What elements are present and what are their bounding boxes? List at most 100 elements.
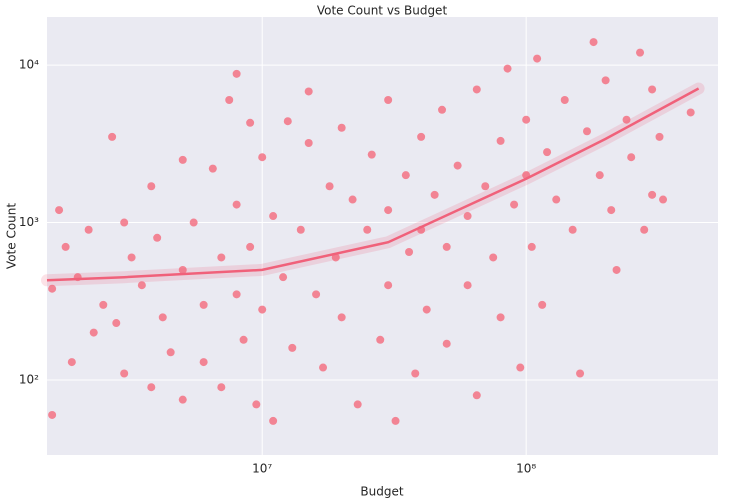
- scatter-point: [543, 148, 552, 157]
- scatter-point: [627, 153, 636, 162]
- scatter-point: [232, 69, 241, 78]
- scatter-point: [232, 200, 241, 209]
- scatter-point: [411, 369, 420, 378]
- scatter-point: [258, 305, 267, 314]
- scatter-point: [552, 195, 561, 204]
- scatter-point: [217, 253, 226, 262]
- scatter-point: [686, 108, 695, 117]
- scatter-point: [137, 281, 146, 290]
- scatter-point: [61, 242, 70, 251]
- scatter-point: [648, 85, 657, 94]
- scatter-point: [367, 150, 376, 159]
- scatter-point: [84, 225, 93, 234]
- scatter-point: [246, 242, 255, 251]
- scatter-point: [384, 96, 393, 105]
- scatter-point: [430, 190, 439, 199]
- x-tick-label: 10⁷: [252, 462, 272, 476]
- scatter-point: [442, 242, 451, 251]
- scatter-point: [189, 218, 198, 227]
- scatter-point: [612, 265, 621, 274]
- scatter-point: [655, 132, 664, 141]
- scatter-point: [178, 155, 187, 164]
- scatter-point: [496, 313, 505, 322]
- scatter-point: [325, 182, 334, 191]
- scatter-point: [48, 284, 57, 293]
- scatter-point: [353, 400, 362, 409]
- scatter-point: [232, 290, 241, 299]
- scatter-point: [99, 300, 108, 309]
- scatter-point: [510, 200, 519, 209]
- scatter-point: [472, 391, 481, 400]
- scatter-point: [648, 190, 657, 199]
- scatter-point: [55, 206, 64, 215]
- scatter-point: [304, 139, 313, 148]
- scatter-point: [283, 117, 292, 126]
- scatter-point: [147, 182, 156, 191]
- scatter-point: [331, 253, 340, 262]
- scatter-point: [384, 281, 393, 290]
- scatter-point: [269, 212, 278, 221]
- scatter-point: [489, 253, 498, 262]
- scatter-point: [417, 132, 426, 141]
- scatter-point: [568, 225, 577, 234]
- scatter-point: [481, 182, 490, 191]
- scatter-point: [438, 105, 447, 114]
- scatter-point: [48, 410, 57, 419]
- scatter-point: [348, 195, 357, 204]
- scatter-point: [472, 85, 481, 94]
- scatter-point: [112, 319, 121, 328]
- scatter-point: [636, 48, 645, 57]
- scatter-point: [258, 153, 267, 162]
- scatter-point: [659, 195, 668, 204]
- scatter-point: [622, 115, 631, 124]
- scatter-point: [178, 265, 187, 274]
- scatter-point: [67, 358, 76, 367]
- scatter-point: [120, 218, 129, 227]
- scatter-point: [158, 313, 167, 322]
- scatter-point: [463, 212, 472, 221]
- scatter-point: [363, 225, 372, 234]
- scatter-point: [166, 348, 175, 357]
- plot-area: [47, 17, 718, 455]
- scatter-point: [108, 132, 117, 141]
- scatter-point: [337, 313, 346, 322]
- scatter-point: [199, 358, 208, 367]
- scatter-point: [560, 96, 569, 105]
- scatter-point: [269, 416, 278, 425]
- scatter-point: [337, 123, 346, 132]
- scatter-point: [279, 273, 288, 282]
- scatter-point: [405, 248, 414, 257]
- scatter-point: [463, 281, 472, 290]
- x-tick-label: 10⁸: [516, 462, 536, 476]
- scatter-point: [252, 400, 261, 409]
- scatter-point: [522, 115, 531, 124]
- y-tick-label: 10⁴: [19, 58, 39, 72]
- scatter-point: [442, 339, 451, 348]
- regression-line: [46, 87, 700, 282]
- scatter-point: [503, 64, 512, 73]
- scatter-point: [217, 383, 226, 392]
- y-tick-label: 10²: [19, 373, 39, 387]
- scatter-point: [127, 253, 136, 262]
- scatter-point: [147, 383, 156, 392]
- scatter-point: [319, 363, 328, 372]
- scatter-point: [120, 369, 129, 378]
- scatter-point: [312, 290, 321, 299]
- y-tick-label: 10³: [19, 215, 39, 229]
- chart-title: Vote Count vs Budget: [317, 4, 448, 18]
- scatter-point: [304, 87, 313, 96]
- x-axis-label: Budget: [360, 485, 403, 499]
- scatter-point: [496, 136, 505, 145]
- scatter-point: [576, 369, 585, 378]
- scatter-point: [178, 395, 187, 404]
- scatter-point: [583, 127, 592, 136]
- scatter-point: [153, 233, 162, 242]
- scatter-point: [595, 171, 604, 180]
- scatter-point: [208, 164, 217, 173]
- scatter-point: [376, 335, 385, 344]
- scatter-point: [384, 206, 393, 215]
- scatter-point: [527, 242, 536, 251]
- scatter-point: [607, 206, 616, 215]
- scatter-point: [296, 225, 305, 234]
